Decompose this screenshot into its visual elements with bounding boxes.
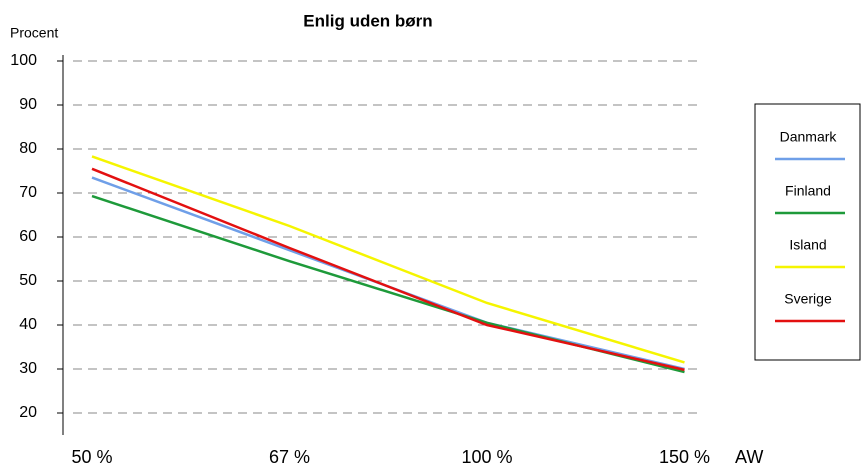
x-tick-label: 150 % [659, 447, 710, 467]
y-axis-label: Procent [10, 25, 58, 41]
legend-label: Island [789, 237, 826, 253]
series-line [91, 167, 685, 372]
y-tick-label: 30 [19, 360, 37, 377]
legend-label: Finland [785, 183, 831, 199]
x-tick-label: 67 % [269, 447, 310, 467]
series-line [91, 176, 685, 371]
chart-title: Enlig uden børn [303, 11, 432, 30]
y-tick-label: 50 [19, 272, 37, 289]
legend-label: Sverige [784, 291, 832, 307]
x-tick-label: 50 % [71, 447, 112, 467]
legend-box [754, 103, 861, 361]
y-tick-label: 40 [19, 316, 37, 333]
y-tick-label: 20 [19, 404, 37, 421]
x-tick-label: 100 % [461, 447, 512, 467]
x-axis-label: AW [735, 447, 763, 467]
y-tick-label: 60 [19, 228, 37, 245]
series-line [91, 155, 685, 364]
series-line [91, 194, 685, 374]
y-tick-label: 80 [19, 140, 37, 157]
y-tick-label: 90 [19, 96, 37, 113]
y-tick-label: 100 [10, 52, 37, 69]
y-tick-label: 70 [19, 184, 37, 201]
legend-label: Danmark [780, 129, 838, 145]
